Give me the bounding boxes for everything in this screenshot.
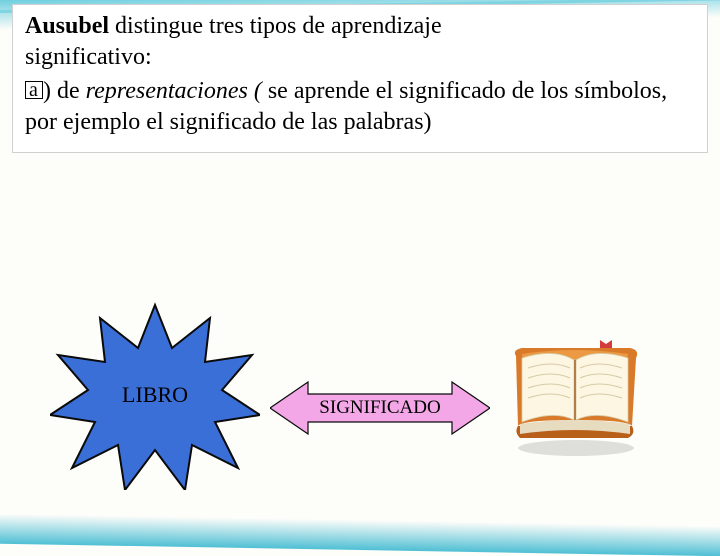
double-arrow-shape: SIGNIFICADO xyxy=(270,378,490,438)
bullet-square-icon: a xyxy=(25,81,43,99)
starburst-shape: LIBRO xyxy=(50,300,260,490)
item-a-after-bullet: ) de xyxy=(43,78,86,104)
double-arrow-polygon xyxy=(270,382,490,434)
double-arrow-icon xyxy=(270,378,490,438)
starburst-polygon xyxy=(50,305,260,490)
intro-line-2: significativo: xyxy=(25,42,695,73)
item-a-line: a) de representaciones ( se aprende el s… xyxy=(25,76,695,137)
starburst-icon xyxy=(50,300,260,490)
author-name: Ausubel xyxy=(25,13,109,39)
decorative-bottom-stripe xyxy=(0,514,720,556)
item-a-italic: representaciones ( xyxy=(86,78,262,104)
book-icon xyxy=(500,330,648,460)
intro-rest-1: distingue tres tipos de aprendizaje xyxy=(109,13,442,39)
book-image xyxy=(500,330,648,460)
main-text-box: Ausubel distingue tres tipos de aprendiz… xyxy=(12,4,708,153)
intro-line-1: Ausubel distingue tres tipos de aprendiz… xyxy=(25,11,695,42)
